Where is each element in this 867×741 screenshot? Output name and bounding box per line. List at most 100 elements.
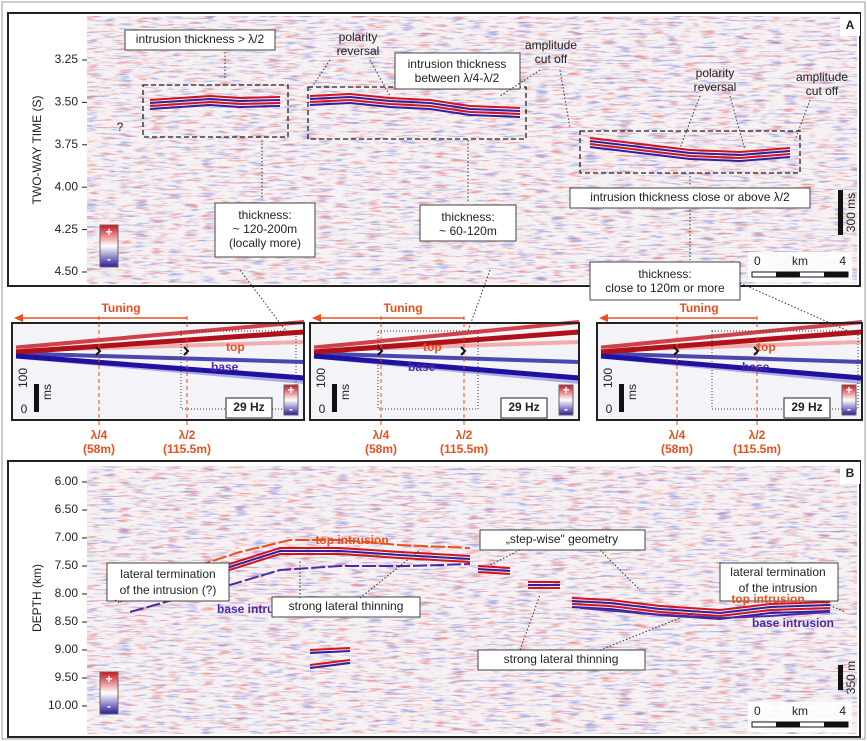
tuning-marker bbox=[183, 346, 190, 356]
dashed-box bbox=[579, 130, 801, 174]
annotation-text: intrusion thickness > λ/2 bbox=[136, 32, 265, 46]
wedge-reflector bbox=[600, 329, 863, 355]
tuning-arrowhead bbox=[599, 314, 608, 322]
scale-label: km bbox=[792, 254, 808, 268]
tuning-arrowhead bbox=[14, 314, 23, 322]
polarity-plus: + bbox=[105, 672, 112, 686]
annotation-text: top intrusion bbox=[315, 533, 388, 547]
annotation-text: ? bbox=[117, 120, 124, 134]
annotation-text: amplitude bbox=[525, 38, 577, 52]
inset-polarity-plus: + bbox=[287, 383, 294, 397]
polarity-legend bbox=[99, 671, 119, 715]
annotation-text: cut off bbox=[535, 52, 568, 66]
top-label: top bbox=[757, 340, 776, 354]
annotation-box bbox=[124, 29, 276, 51]
tick-label: 9.00 bbox=[55, 642, 79, 656]
panel-label-bg bbox=[840, 14, 860, 36]
reflector bbox=[309, 662, 351, 669]
frequency-label: 29 Hz bbox=[233, 400, 264, 414]
inset-polarity bbox=[841, 384, 857, 416]
scale-bar-seg bbox=[776, 272, 800, 277]
lambda-label: λ/4 bbox=[373, 428, 390, 442]
lambda-value: (58m) bbox=[365, 442, 397, 456]
lambda-label: λ/2 bbox=[179, 428, 196, 442]
lambda-label: λ/4 bbox=[91, 428, 108, 442]
inset-polarity-minus: - bbox=[289, 402, 293, 416]
frequency-label: 29 Hz bbox=[791, 400, 822, 414]
reflector bbox=[589, 137, 791, 154]
inset-scale-bar bbox=[332, 384, 337, 412]
frequency-box bbox=[783, 397, 831, 419]
annotation-text: strong lateral thinning bbox=[504, 652, 619, 666]
leader-line bbox=[739, 282, 849, 332]
inset-dotted-box bbox=[180, 330, 297, 410]
annotation-box bbox=[271, 596, 421, 618]
inset-polarity bbox=[558, 384, 574, 416]
annotation-text: top intrusion bbox=[731, 592, 804, 606]
reflector bbox=[309, 647, 351, 651]
inset-frame bbox=[309, 322, 580, 421]
tuning-label: Tuning bbox=[679, 301, 718, 315]
annotation-text: lateral termination bbox=[730, 565, 825, 579]
scale-label: 4 bbox=[839, 704, 846, 718]
inset-polarity bbox=[283, 384, 299, 416]
annotation-text: close to 120m or more bbox=[605, 281, 725, 295]
inset-scale-zero: 0 bbox=[21, 402, 28, 416]
reflector bbox=[571, 600, 831, 615]
annotation-box bbox=[719, 562, 839, 602]
inset-frame bbox=[11, 322, 305, 421]
tick-label: 3.75 bbox=[55, 137, 79, 151]
annotation-text: „step-wise" geometry bbox=[506, 532, 618, 546]
leader-line bbox=[519, 594, 541, 651]
tuning-marker bbox=[753, 346, 760, 356]
inset-polarity-minus: - bbox=[847, 402, 851, 416]
tick-label: 9.50 bbox=[55, 670, 79, 684]
wedge-reflector bbox=[600, 353, 863, 381]
vertical-scale-label: 300 ms bbox=[844, 193, 858, 232]
tick-label: 4.00 bbox=[55, 179, 79, 193]
panel-label-bg bbox=[840, 462, 860, 484]
reflector bbox=[309, 98, 521, 115]
wedge-reflector bbox=[15, 329, 305, 355]
tuning-arrowhead bbox=[312, 314, 321, 322]
annotation-text: reversal bbox=[337, 44, 380, 58]
leader-line bbox=[114, 599, 121, 604]
leader-line bbox=[599, 609, 701, 651]
panel-frame bbox=[7, 460, 861, 738]
scale-bar-seg bbox=[776, 722, 800, 727]
scale-label: 0 bbox=[754, 254, 761, 268]
tick-label: 8.00 bbox=[55, 586, 79, 600]
inset-polarity-plus: + bbox=[562, 383, 569, 397]
reflector bbox=[309, 95, 521, 112]
reflector bbox=[149, 100, 281, 107]
base-label: base bbox=[211, 360, 239, 374]
reflector bbox=[589, 143, 791, 160]
leader-line bbox=[559, 69, 571, 129]
frequency-box bbox=[500, 397, 548, 419]
panel-label: B bbox=[846, 466, 855, 480]
tick-label: 6.50 bbox=[55, 502, 79, 516]
reflector bbox=[309, 659, 351, 666]
reflector bbox=[477, 571, 511, 575]
annotation-text: intrusion thickness bbox=[408, 57, 507, 71]
tick-label: 10.00 bbox=[48, 698, 78, 712]
lambda-value: (115.5m) bbox=[163, 442, 211, 456]
annotation-text: between λ/4-λ/2 bbox=[415, 71, 500, 85]
annotation-text: of the intrusion bbox=[739, 581, 818, 595]
tick-label: 4.25 bbox=[55, 222, 79, 236]
annotation-text: reversal bbox=[694, 80, 737, 94]
annotation-box bbox=[479, 529, 646, 551]
annotation-text: base intrusion bbox=[752, 616, 834, 630]
annotation-text: ~ 60-120m bbox=[439, 224, 497, 238]
inset-scale-value: 100 bbox=[601, 368, 615, 388]
reflector bbox=[149, 97, 281, 104]
vertical-scale-label: 350 m bbox=[844, 661, 858, 694]
top-label: top bbox=[423, 340, 442, 354]
annotation-text: (locally more) bbox=[229, 236, 301, 250]
polarity-legend bbox=[99, 224, 119, 268]
panel-label: A bbox=[846, 18, 855, 32]
inset-dotted-box bbox=[377, 330, 479, 410]
tick-label: 3.50 bbox=[55, 95, 79, 109]
tuning-marker bbox=[460, 346, 467, 356]
